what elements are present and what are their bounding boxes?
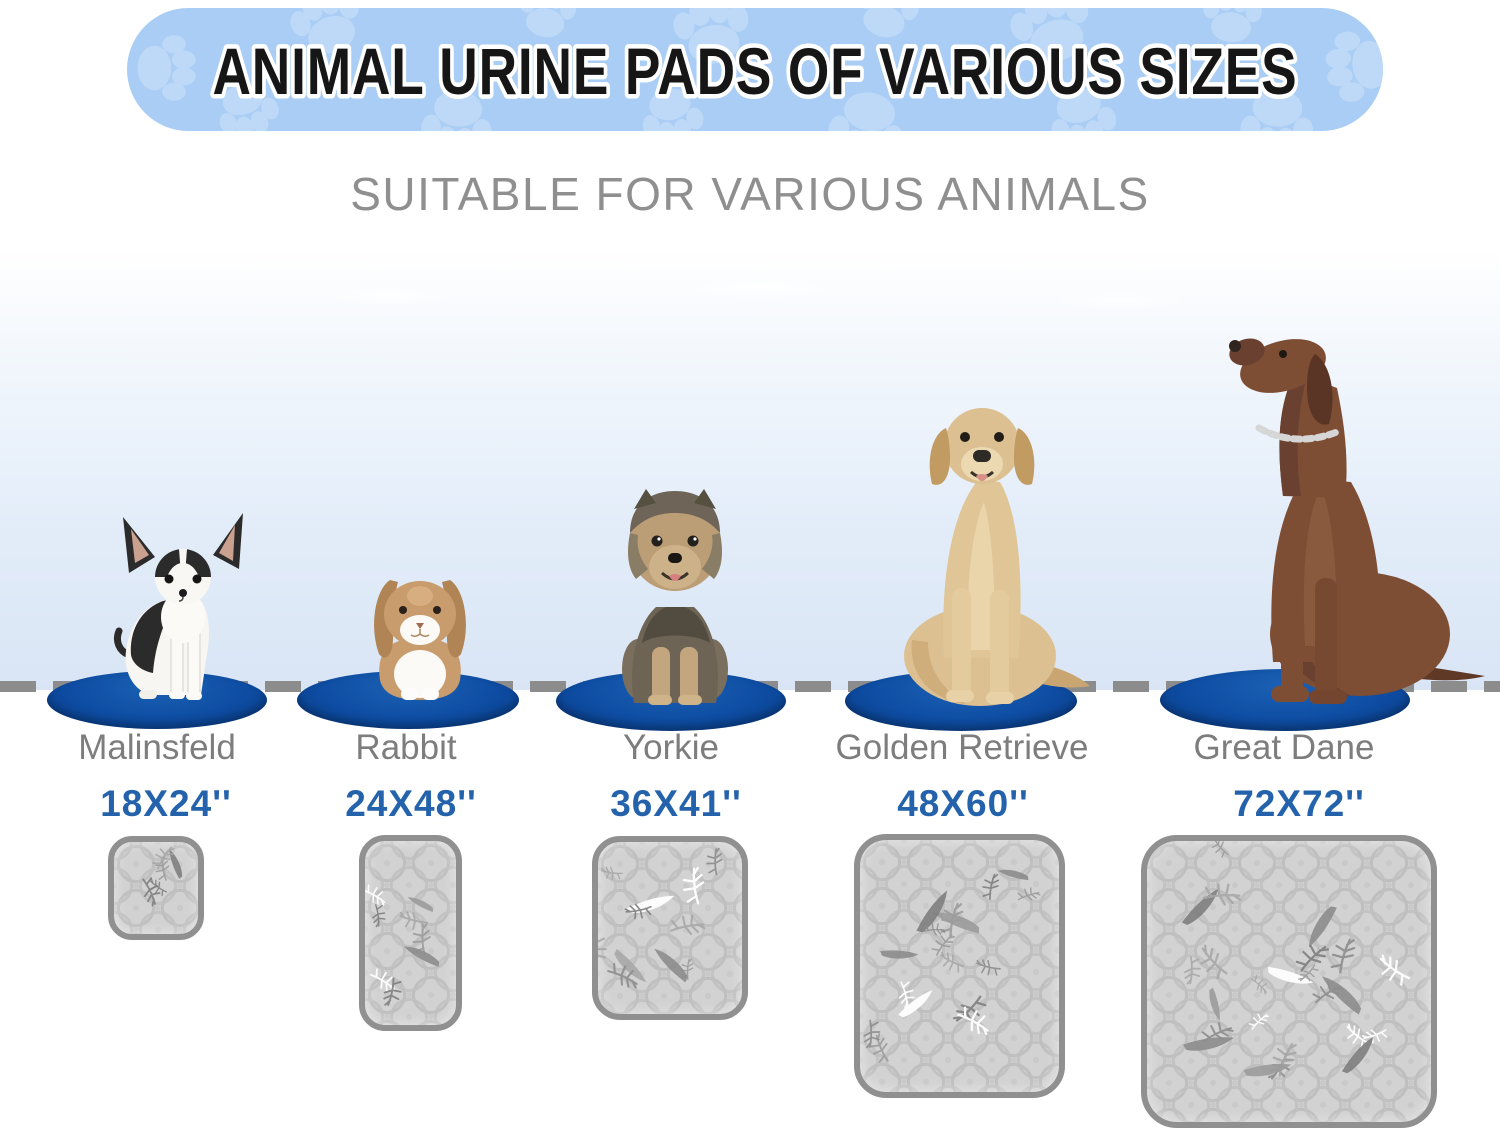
animal-name-label: Golden Retrieve bbox=[835, 728, 1089, 767]
golden-retriever-image bbox=[904, 408, 1090, 706]
animal-name-label: Yorkie bbox=[623, 728, 719, 767]
chihuahua-image bbox=[113, 513, 243, 700]
rabbit-image bbox=[374, 580, 466, 700]
pad-leaf-pattern bbox=[598, 845, 731, 997]
pad-image-36x41 bbox=[592, 836, 748, 1020]
subtitle: SUITABLE FOR VARIOUS ANIMALS bbox=[350, 168, 1150, 220]
pad-image-24x48 bbox=[359, 835, 462, 1031]
pad-leaf-pattern bbox=[1175, 841, 1412, 1093]
background-gradient bbox=[0, 248, 1500, 690]
pad-image-72x72 bbox=[1141, 835, 1437, 1128]
pad-image-48x60 bbox=[854, 834, 1065, 1098]
pad-leaf-pattern bbox=[860, 858, 1042, 1065]
pad-leaf-pattern bbox=[365, 880, 441, 1009]
animal-name-label: Great Dane bbox=[1193, 728, 1375, 767]
title-banner: ANIMAL URINE PADS OF VARIOUS SIZES bbox=[127, 8, 1383, 131]
animal-name-label: Rabbit bbox=[355, 728, 457, 767]
pad-size-label: 24X48'' bbox=[345, 783, 477, 824]
pad-image-18x24 bbox=[108, 836, 204, 940]
banner-title-svg: ANIMAL URINE PADS OF VARIOUS SIZES bbox=[208, 30, 1301, 113]
pad-size-label: 18X24'' bbox=[100, 783, 232, 824]
animal-name-label: Malinsfeld bbox=[78, 728, 236, 767]
pad-size-label: 48X60'' bbox=[897, 783, 1029, 824]
pad-leaf-pattern bbox=[137, 844, 190, 908]
great-dane-image bbox=[1229, 338, 1485, 704]
pad-size-label: 36X41'' bbox=[610, 783, 742, 824]
banner-title: ANIMAL URINE PADS OF VARIOUS SIZES bbox=[213, 34, 1298, 108]
pad-size-label: 72X72'' bbox=[1233, 783, 1365, 824]
yorkie-image bbox=[622, 489, 728, 705]
